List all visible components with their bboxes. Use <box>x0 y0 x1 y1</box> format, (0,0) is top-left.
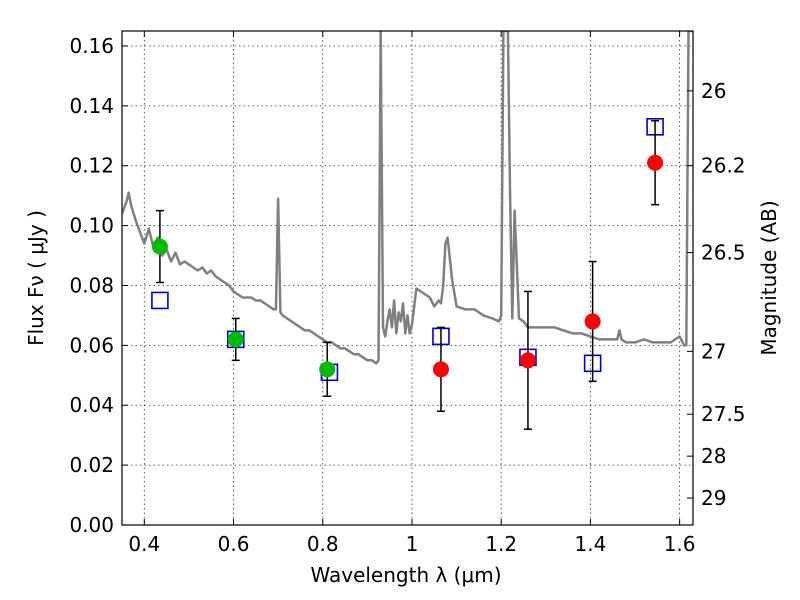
y2-axis-label: Magnitude (AB) <box>757 200 781 355</box>
y-tick-label: 0.08 <box>69 273 114 297</box>
x-tick-label: 0.6 <box>218 532 250 556</box>
grid <box>122 31 693 526</box>
y-axis-label: Flux Fν ( μJy ) <box>24 210 48 346</box>
observed-point <box>584 313 601 330</box>
observed-point <box>519 352 536 369</box>
plot-frame <box>121 30 694 526</box>
observed-point <box>227 331 244 348</box>
y-tick-label: 0.02 <box>69 453 114 477</box>
plot-area <box>122 31 693 430</box>
y2-tick-label: 26 <box>701 79 726 103</box>
observed-point <box>432 361 449 378</box>
x-tick-label: 0.4 <box>128 532 160 556</box>
y2-tick-label: 26.2 <box>701 154 746 178</box>
y2-tick-label: 29 <box>701 486 726 510</box>
observed-point <box>647 154 664 171</box>
y-tick-label: 0.00 <box>69 513 114 537</box>
model-point <box>151 291 169 310</box>
y-tick-label: 0.04 <box>69 393 114 417</box>
y2-tick-label: 28 <box>701 444 726 468</box>
observed-point <box>151 238 168 255</box>
axes: 0.4 0.6 0.8 1 1.2 1.4 1.6 0.00 0.02 0.04 0.06 0.08 0… <box>69 31 746 556</box>
observed-point <box>319 361 336 378</box>
y-tick-label: 0.14 <box>69 94 114 118</box>
y-tick-label: 0.06 <box>69 333 114 357</box>
x-tick-label: 1.4 <box>574 532 606 556</box>
x-tick-label: 1.6 <box>664 532 696 556</box>
x-tick-label: 1.2 <box>485 532 517 556</box>
y2-tick-label: 27.5 <box>701 402 746 426</box>
x-tick-label: 0.8 <box>307 532 339 556</box>
y2-tick-label: 27 <box>701 339 726 363</box>
y-tick-label: 0.12 <box>69 154 114 178</box>
y2-tick-label: 26.5 <box>701 241 746 265</box>
x-axis-label: Wavelength λ (μm) <box>310 563 501 587</box>
y-tick-label: 0.10 <box>69 214 114 238</box>
y-tick-label: 0.16 <box>69 34 114 58</box>
spectrum-line <box>122 31 693 365</box>
x-tick-label: 1 <box>406 532 419 556</box>
